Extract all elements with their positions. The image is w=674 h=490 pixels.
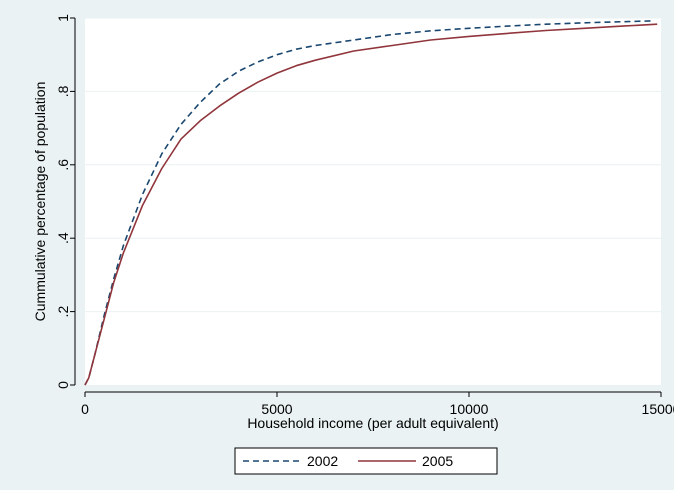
series-lines xyxy=(84,20,658,386)
gridlines xyxy=(85,17,661,313)
y-tick-label: .2 xyxy=(55,306,71,318)
series-line-2005 xyxy=(84,23,658,386)
series-line-2002 xyxy=(84,20,654,386)
x-tick-label: 0 xyxy=(81,401,89,417)
y-tick-label: .6 xyxy=(55,159,71,171)
y-tick-label: 0 xyxy=(55,381,71,389)
legend-label-2005: 2005 xyxy=(422,453,453,469)
legend-label-2002: 2002 xyxy=(307,453,338,469)
x-axis-title: Household income (per adult equivalent) xyxy=(247,415,498,431)
axes xyxy=(74,18,661,393)
y-axis-title: Cummulative percentage of population xyxy=(32,82,48,322)
x-tick-label: 15000 xyxy=(642,401,674,417)
x-tick-label: 5000 xyxy=(261,401,292,417)
y-ticks: 0 .2 .4 .6 .8 1 xyxy=(55,14,75,389)
x-tick-label: 10000 xyxy=(450,401,489,417)
y-tick-label: .8 xyxy=(55,85,71,97)
plot-area xyxy=(85,18,661,385)
legend: 2002 2005 xyxy=(234,447,498,475)
y-tick-label: 1 xyxy=(55,14,71,22)
y-tick-label: .4 xyxy=(55,232,71,244)
x-ticks: 0 5000 10000 15000 xyxy=(81,392,674,417)
